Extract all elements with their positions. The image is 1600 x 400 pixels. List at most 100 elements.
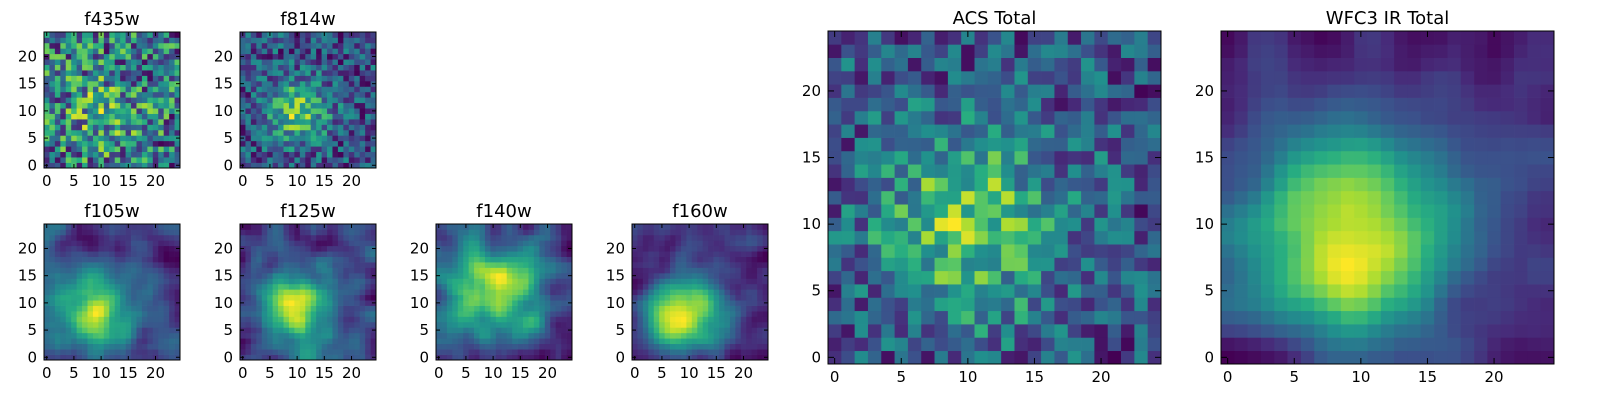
heatmap-cell: [1327, 350, 1342, 365]
heatmap-cell: [82, 311, 88, 317]
heatmap-cell: [664, 283, 671, 290]
heatmap-cell: [457, 327, 464, 334]
heatmap-cell: [1487, 337, 1502, 352]
heatmap-cell: [114, 234, 121, 241]
heatmap-cell: [141, 321, 148, 328]
heatmap-cell: [1460, 177, 1475, 192]
heatmap-cell: [653, 251, 660, 257]
heatmap-cell: [327, 316, 333, 323]
heatmap-cell: [495, 267, 502, 274]
heatmap-cell: [702, 338, 709, 345]
heatmap-cell: [1380, 310, 1395, 325]
heatmap-cell: [136, 48, 143, 55]
heatmap-cell: [245, 354, 252, 361]
heatmap-cell: [294, 327, 301, 334]
heatmap-cell: [881, 190, 895, 205]
heatmap-cell: [316, 240, 322, 247]
heatmap-cell: [125, 64, 132, 71]
heatmap-cell: [348, 64, 355, 71]
heatmap-cell: [757, 267, 763, 274]
heatmap-cell: [82, 305, 88, 312]
heatmap-cell: [1134, 190, 1149, 205]
heatmap-cell: [169, 48, 175, 55]
heatmap-cell: [348, 251, 355, 257]
heatmap-cell: [163, 354, 170, 361]
heatmap-cell: [495, 321, 502, 328]
heatmap-cell: [256, 278, 263, 285]
heatmap-cell: [1500, 190, 1515, 205]
heatmap-cell: [517, 240, 524, 247]
heatmap-cell: [267, 332, 273, 339]
heatmap-cell: [147, 53, 154, 60]
heatmap-cell: [337, 135, 344, 142]
heatmap-cell: [1094, 84, 1109, 98]
heatmap-cell: [697, 272, 704, 279]
heatmap-cell: [724, 354, 731, 361]
heatmap-cell: [637, 283, 644, 290]
heatmap-cell: [436, 229, 442, 236]
heatmap-cell: [934, 177, 949, 192]
heatmap-cell: [283, 140, 290, 147]
heatmap-cell: [147, 32, 154, 38]
axes-frame: [827, 30, 1162, 365]
heatmap-cell: [1027, 150, 1042, 165]
heatmap-cell: [729, 267, 736, 274]
heatmap-cell: [310, 151, 317, 158]
heatmap-cell: [539, 289, 546, 296]
heatmap-cell: [436, 305, 442, 312]
heatmap-cell: [92, 229, 99, 236]
heatmap-cell: [354, 327, 361, 334]
heatmap-cell: [332, 245, 339, 252]
heatmap-cell: [659, 256, 665, 263]
heatmap-cell: [987, 324, 1002, 338]
heatmap-cell: [675, 343, 682, 350]
heatmap-cell: [1081, 97, 1095, 112]
heatmap-cell: [675, 321, 682, 328]
heatmap-cell: [348, 283, 355, 290]
x-tick-label: 0: [434, 364, 444, 382]
heatmap-cell: [283, 157, 290, 163]
heatmap-cell: [141, 283, 148, 290]
heatmap-cell: [987, 124, 1002, 138]
heatmap-cell: [256, 294, 263, 301]
heatmap-cell: [468, 229, 475, 236]
heatmap-cell: [686, 245, 693, 252]
heatmap-cell: [495, 251, 502, 257]
heatmap-cell: [82, 53, 88, 60]
heatmap-cell: [854, 31, 869, 45]
heatmap-cell: [365, 343, 371, 350]
heatmap-cell: [539, 311, 546, 317]
heatmap-cell: [550, 338, 557, 345]
heatmap-cell: [961, 177, 975, 192]
heatmap-cell: [261, 97, 268, 104]
heatmap-cell: [680, 316, 687, 323]
heatmap-cell: [321, 332, 328, 339]
heatmap-cell: [841, 57, 855, 72]
heatmap-cell: [1474, 190, 1488, 205]
heatmap-cell: [174, 75, 181, 82]
heatmap-cell: [446, 300, 453, 306]
heatmap-cell: [719, 300, 725, 306]
heatmap-cell: [841, 44, 855, 58]
y-tick-label: 20: [410, 239, 429, 257]
heatmap-cell: [1474, 284, 1488, 298]
heatmap-cell: [71, 64, 77, 71]
heatmap-cell: [757, 245, 763, 252]
heatmap-cell: [539, 278, 546, 285]
heatmap-cell: [327, 256, 333, 263]
heatmap-cell: [1054, 44, 1069, 58]
heatmap-cell: [365, 157, 371, 163]
heatmap-cell: [974, 297, 989, 312]
heatmap-cell: [327, 42, 333, 49]
heatmap-cell: [240, 278, 246, 285]
heatmap-cell: [463, 234, 469, 241]
heatmap-cell: [746, 234, 753, 241]
heatmap-cell: [828, 284, 842, 298]
heatmap-cell: [327, 53, 333, 60]
heatmap-cell: [288, 113, 295, 120]
heatmap-cell: [1081, 84, 1095, 98]
heatmap-cell: [98, 321, 105, 328]
heatmap-cell: [256, 140, 263, 147]
heatmap-cell: [539, 262, 546, 268]
